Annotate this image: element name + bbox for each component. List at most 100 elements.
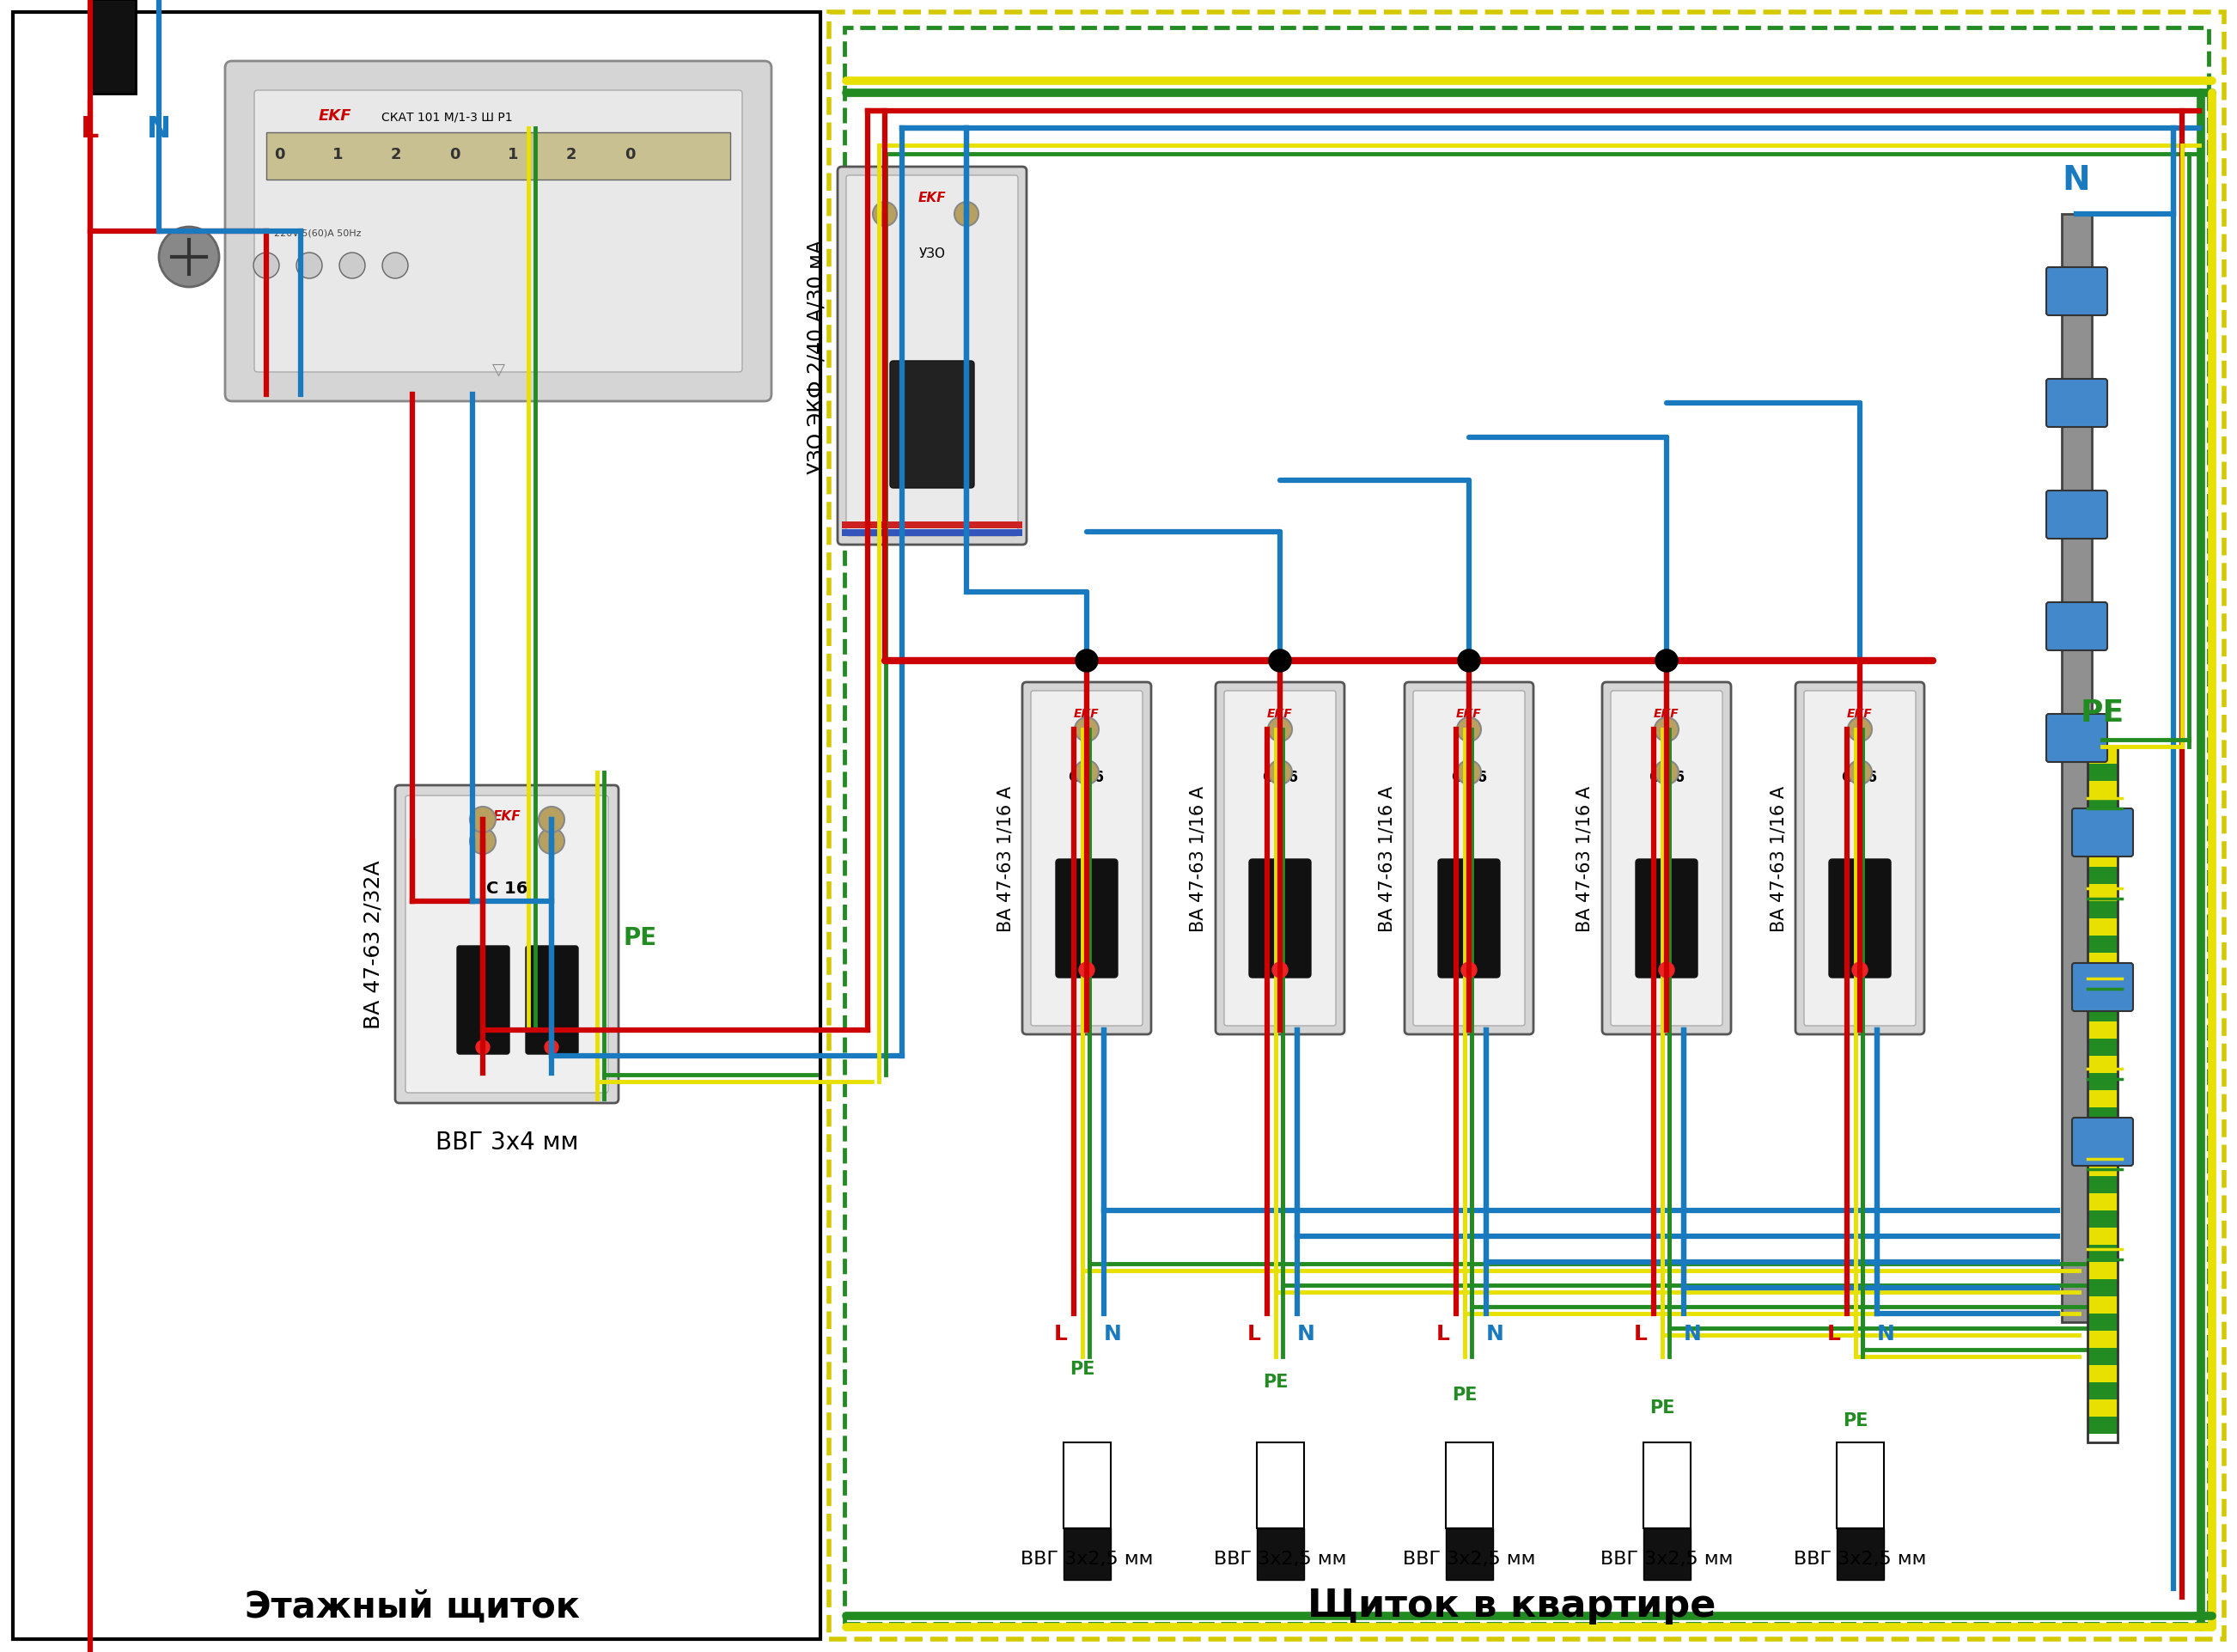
Circle shape [539, 808, 564, 833]
Bar [2087, 1004, 2118, 1023]
Circle shape [1074, 760, 1098, 785]
Bar [2087, 1125, 2118, 1142]
Text: N: N [1103, 1323, 1121, 1343]
Circle shape [1848, 719, 1872, 742]
Text: EKF: EKF [492, 809, 521, 823]
Text: Щиток в квартире: Щиток в квартире [1309, 1588, 1716, 1624]
Text: C 16: C 16 [1843, 770, 1877, 785]
Bar [2087, 902, 2118, 919]
Circle shape [340, 253, 365, 279]
FancyBboxPatch shape [1796, 682, 1924, 1034]
Circle shape [159, 228, 219, 287]
Text: ВВГ 3х2,5 мм: ВВГ 3х2,5 мм [1215, 1550, 1347, 1568]
Bar [2087, 816, 2118, 833]
Circle shape [1268, 760, 1293, 785]
Circle shape [1268, 719, 1293, 742]
Bar [2087, 988, 2118, 1004]
Circle shape [1852, 963, 1868, 978]
Text: PE: PE [1452, 1386, 1476, 1403]
FancyBboxPatch shape [2071, 809, 2134, 857]
Text: C 16: C 16 [1262, 770, 1297, 785]
Bar [2087, 747, 2118, 765]
Circle shape [383, 253, 407, 279]
Circle shape [955, 203, 978, 226]
Circle shape [1655, 719, 1678, 742]
Bar [2087, 1348, 2118, 1365]
Bar [841, 522, 1022, 529]
FancyBboxPatch shape [2047, 714, 2107, 763]
Circle shape [470, 808, 497, 833]
Circle shape [295, 253, 322, 279]
Circle shape [253, 253, 280, 279]
FancyBboxPatch shape [2047, 268, 2107, 316]
Text: 0: 0 [450, 147, 461, 162]
Bar [2087, 1246, 2118, 1262]
Circle shape [476, 1041, 490, 1054]
Circle shape [1459, 649, 1481, 672]
Bar [2087, 884, 2118, 902]
Bar [2087, 1279, 2118, 1297]
Text: EKF: EKF [1848, 707, 1872, 720]
Bar [2087, 833, 2118, 851]
Bar [13, 13, 821, 1639]
Text: ВА 47-63 1/16 А: ВА 47-63 1/16 А [1769, 786, 1787, 932]
Text: N: N [148, 114, 170, 144]
Bar [2087, 1056, 2118, 1074]
Text: N: N [1877, 1323, 1895, 1343]
Bar [2087, 937, 2118, 953]
FancyBboxPatch shape [1056, 859, 1118, 978]
Text: N: N [1485, 1323, 1503, 1343]
FancyBboxPatch shape [405, 796, 608, 1094]
Bar [2087, 1176, 2118, 1193]
Text: N: N [1297, 1323, 1315, 1343]
Text: 1: 1 [333, 147, 342, 162]
Text: EKF: EKF [1653, 707, 1680, 720]
Text: PE: PE [622, 925, 655, 950]
Circle shape [1268, 649, 1291, 672]
FancyBboxPatch shape [1803, 691, 1915, 1026]
Text: СКАТ 101 М/1-3 Ш Р1: СКАТ 101 М/1-3 Ш Р1 [380, 111, 512, 122]
Text: C 16: C 16 [485, 881, 528, 897]
Text: 220V 5(60)A 50Hz: 220V 5(60)A 50Hz [275, 230, 362, 238]
Text: EKF: EKF [1266, 707, 1293, 720]
Bar [2087, 970, 2118, 988]
Bar [2087, 798, 2118, 816]
Bar [2087, 867, 2118, 884]
Bar [843, 28, 2208, 1624]
Bar [2087, 1090, 2118, 1107]
Text: N: N [1684, 1323, 1702, 1343]
Bar [2087, 953, 2118, 970]
Bar [2087, 1399, 2118, 1417]
Circle shape [470, 829, 497, 854]
Bar [89, 0, 136, 94]
Bar [2087, 1074, 2118, 1090]
Text: 1: 1 [508, 147, 519, 162]
Text: L: L [1828, 1323, 1841, 1343]
Circle shape [1078, 963, 1094, 978]
Bar [1257, 1442, 1304, 1528]
Bar [1063, 1528, 1112, 1579]
Bar [2087, 1023, 2118, 1039]
FancyBboxPatch shape [1405, 682, 1532, 1034]
Circle shape [1655, 760, 1678, 785]
Bar [2087, 1383, 2118, 1399]
Text: ВВГ 3х4 мм: ВВГ 3х4 мм [436, 1130, 579, 1155]
Bar [1257, 1528, 1304, 1579]
FancyBboxPatch shape [226, 61, 772, 401]
FancyBboxPatch shape [890, 362, 973, 489]
Text: ВА 47-63 1/16 А: ВА 47-63 1/16 А [995, 786, 1013, 932]
Text: ВА 47-63 1/16 А: ВА 47-63 1/16 А [1577, 786, 1593, 932]
FancyBboxPatch shape [1215, 682, 1344, 1034]
Bar [2087, 1193, 2118, 1211]
Text: УЗО: УЗО [919, 248, 946, 259]
FancyBboxPatch shape [255, 91, 743, 373]
Circle shape [1655, 649, 1678, 672]
Text: ВВГ 3х2,5 мм: ВВГ 3х2,5 мм [1794, 1550, 1926, 1568]
Text: PE: PE [2080, 699, 2125, 727]
FancyBboxPatch shape [837, 167, 1027, 545]
Text: L: L [1054, 1323, 1067, 1343]
Circle shape [1273, 963, 1289, 978]
FancyBboxPatch shape [2071, 1118, 2134, 1166]
Text: L: L [1248, 1323, 1262, 1343]
Circle shape [544, 1041, 559, 1054]
